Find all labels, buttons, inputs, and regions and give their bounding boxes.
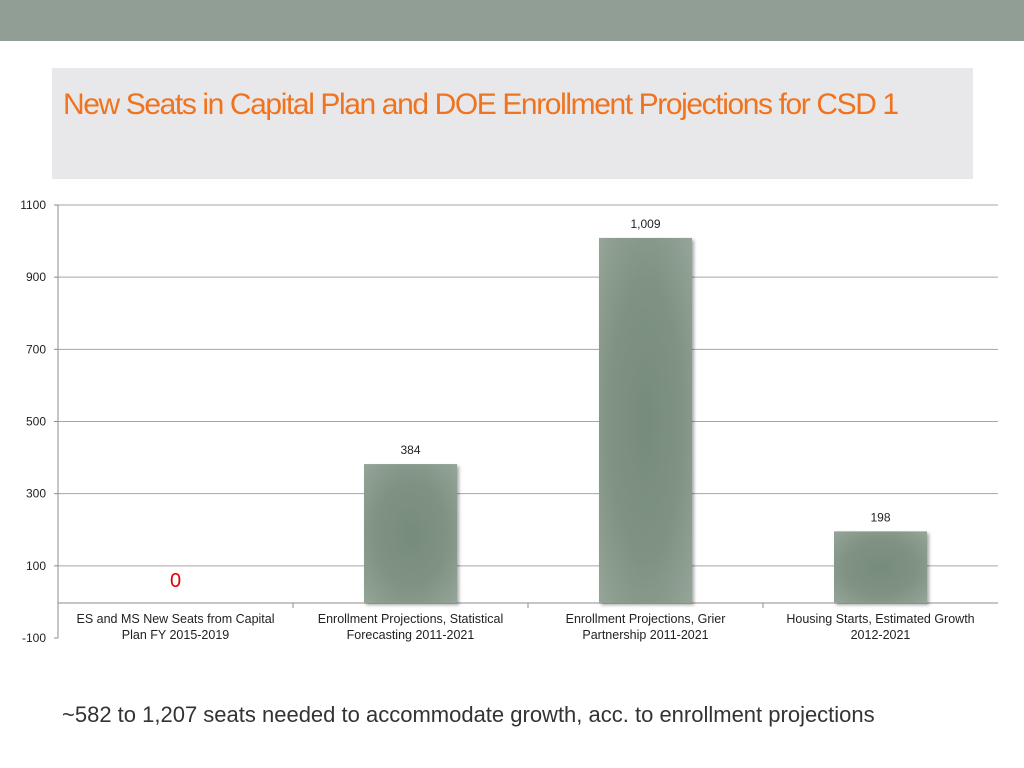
y-tick-label: 1100 bbox=[20, 198, 46, 212]
bar bbox=[834, 531, 927, 603]
tick-labels: -100 100 300 500 700 900 1100 ES and MS New Sea… bbox=[20, 198, 974, 645]
footnote-text: ~582 to 1,207 seats needed to accommodat… bbox=[62, 702, 875, 727]
top-band bbox=[0, 0, 1024, 41]
data-label: 198 bbox=[870, 510, 890, 524]
slide-title: New Seats in Capital Plan and DOE Enroll… bbox=[63, 88, 899, 121]
x-category-label: 2012-2021 bbox=[851, 628, 911, 642]
data-label: 0 bbox=[170, 570, 181, 592]
bar bbox=[364, 464, 457, 603]
y-tick-label: 900 bbox=[26, 270, 46, 284]
data-label: 384 bbox=[400, 443, 420, 457]
x-category-label: Plan FY 2015-2019 bbox=[122, 628, 230, 642]
y-tick-label: 500 bbox=[26, 415, 46, 429]
y-tick-label: 300 bbox=[26, 487, 46, 501]
bar-chart: 0 384 1,009 198 -100 100 300 500 700 900 1100 ES a… bbox=[20, 198, 998, 645]
x-category-label: Housing Starts, Estimated Growth bbox=[786, 612, 974, 626]
x-category-label: Enrollment Projections, Grier bbox=[566, 612, 726, 626]
y-tick-label: 700 bbox=[26, 342, 46, 356]
data-label: 1,009 bbox=[630, 217, 660, 231]
data-labels: 0 384 1,009 198 bbox=[170, 217, 891, 592]
bars bbox=[364, 237, 927, 603]
bar bbox=[599, 237, 692, 603]
y-tick-label: 100 bbox=[26, 559, 46, 573]
x-category-label: ES and MS New Seats from Capital bbox=[77, 612, 275, 626]
gridlines bbox=[58, 204, 998, 567]
x-category-label: Enrollment Projections, Statistical bbox=[318, 612, 504, 626]
x-category-label: Forecasting 2011-2021 bbox=[347, 628, 475, 642]
x-category-label: Partnership 2011-2021 bbox=[582, 628, 708, 642]
title-box: New Seats in Capital Plan and DOE Enroll… bbox=[52, 68, 973, 179]
y-tick-label: -100 bbox=[22, 631, 46, 645]
